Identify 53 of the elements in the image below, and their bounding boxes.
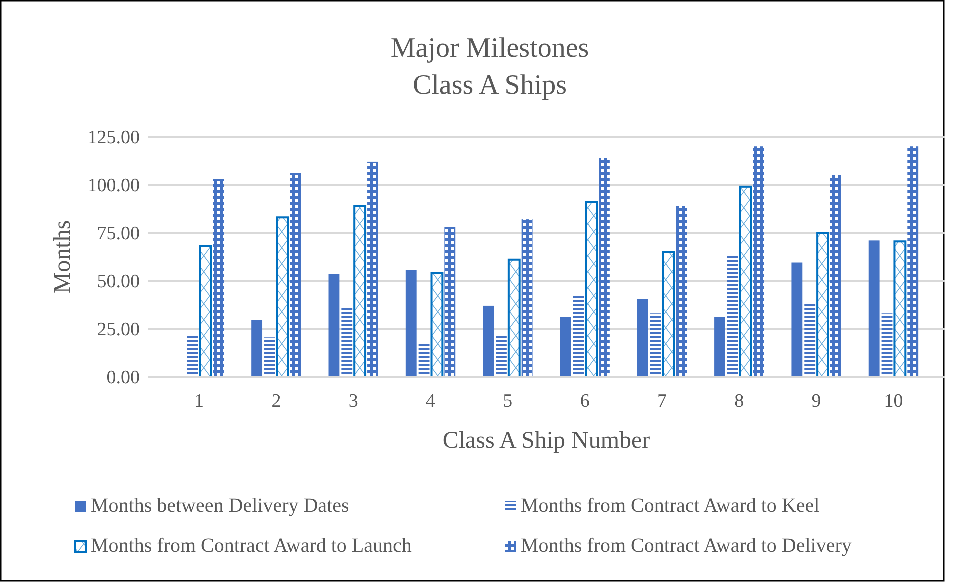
bar	[585, 201, 598, 378]
bar	[444, 227, 456, 377]
bar	[868, 240, 880, 377]
x-tick-label: 7	[657, 391, 667, 412]
y-tick-label: 125.00	[88, 128, 140, 149]
bar	[430, 272, 444, 378]
legend-label: Months from Contract Award to Delivery	[521, 535, 852, 557]
bar	[908, 146, 919, 377]
x-tick-label: 9	[812, 391, 822, 412]
legend-label: Months from Contract Award to Keel	[521, 495, 820, 517]
y-tick-label: 50.00	[97, 272, 140, 293]
bar	[252, 320, 263, 377]
chart-title: Major Milestones	[390, 33, 590, 64]
bar	[368, 162, 378, 377]
bar	[599, 158, 610, 377]
bar	[560, 317, 572, 377]
x-tick-label: 4	[426, 391, 436, 412]
bar	[714, 317, 726, 377]
y-tick-label: 100.00	[88, 176, 140, 197]
bar	[662, 251, 676, 378]
bar	[739, 186, 752, 378]
bar	[816, 232, 830, 378]
bar	[676, 206, 688, 377]
bar	[406, 270, 417, 377]
y-tick-label: 75.00	[97, 224, 140, 245]
bar	[199, 245, 212, 378]
legend-label: Months from Contract Award to Launch	[91, 535, 412, 557]
bar	[753, 146, 764, 377]
x-tick-label: 1	[194, 391, 204, 412]
bar	[354, 205, 367, 378]
x-tick-label: 2	[272, 391, 282, 412]
x-tick-label: 10	[884, 391, 904, 412]
y-axis-title: Months	[50, 220, 76, 294]
y-tick-label: 0.00	[106, 368, 140, 389]
y-tick-label: 25.00	[97, 320, 140, 341]
bar	[213, 179, 224, 377]
bar	[522, 220, 533, 377]
bar	[483, 306, 494, 377]
bar	[276, 216, 290, 378]
legend-label: Months between Delivery Dates	[91, 495, 350, 517]
x-axis-title: Class A Ship Number	[442, 428, 650, 454]
bar	[792, 262, 803, 377]
chart-subtitle: Class A Ships	[412, 70, 568, 101]
bar	[894, 240, 907, 378]
bar	[637, 299, 648, 377]
x-tick-label: 8	[734, 391, 744, 412]
x-tick-label: 5	[503, 391, 513, 412]
bar	[508, 258, 521, 378]
bar	[290, 173, 302, 377]
bar	[328, 274, 340, 377]
x-tick-label: 6	[580, 391, 590, 412]
x-tick-label: 3	[348, 391, 358, 412]
bar	[830, 175, 842, 377]
